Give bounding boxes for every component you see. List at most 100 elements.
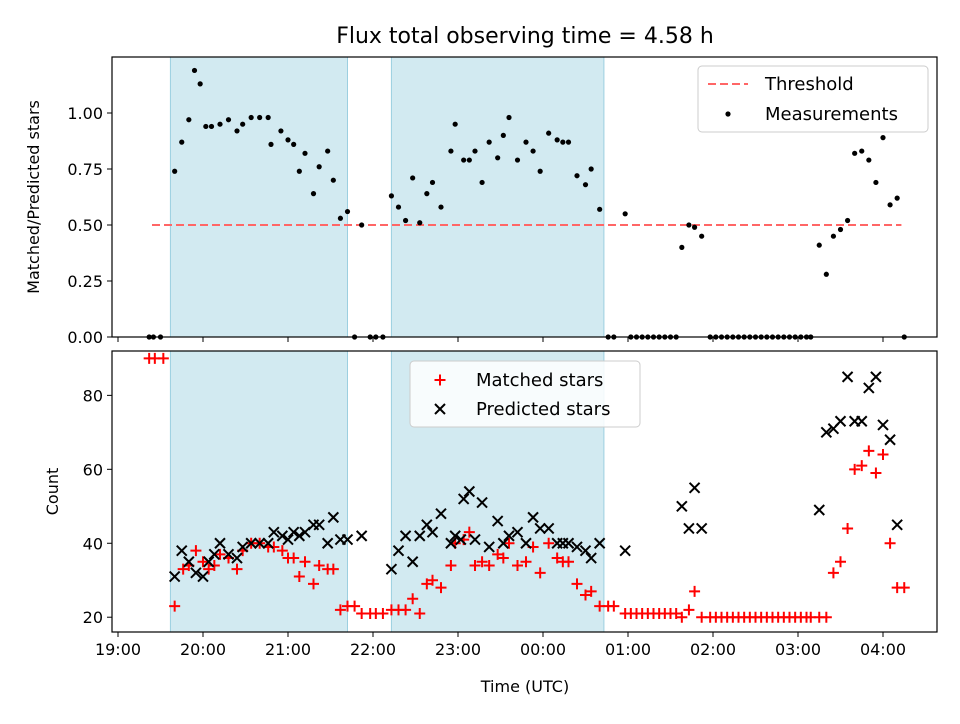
predicted-star-point (688, 482, 701, 494)
measurement-point (359, 222, 365, 228)
measurement-point (310, 191, 317, 197)
y-tick-label: 0.50 (67, 216, 103, 235)
measurement-point (597, 206, 603, 212)
matched-star-point (197, 556, 209, 568)
y-tick-label: 0.75 (67, 160, 103, 179)
count-panel: 20 40 60 80 19:00 20:00 21:00 22:00 23:00 00:00 01… (43, 350, 938, 659)
measurement-point (225, 117, 232, 123)
measurement-point (268, 141, 274, 147)
x-tick-label: 22:00 (350, 640, 396, 659)
measurement-point (830, 233, 837, 239)
measurement-point (873, 179, 879, 186)
matched-star-point (571, 578, 583, 590)
measurement-point (699, 233, 705, 239)
x-axis-label: Time (UTC) (480, 677, 569, 696)
predicted-star-point (884, 434, 896, 446)
measurement-point (880, 135, 886, 141)
matched-star-point (288, 552, 300, 564)
matched-star-point (349, 600, 361, 612)
measurement-point (537, 168, 543, 174)
observing-interval-band (169, 56, 348, 338)
matched-star-point (377, 608, 389, 620)
matched-star-point (177, 563, 189, 575)
measurement-point (565, 139, 572, 145)
predicted-star-point (236, 541, 249, 553)
legend-matched-label: Matched stars (476, 370, 603, 391)
y-tick-label: 80 (83, 386, 103, 405)
axes-frame (111, 56, 938, 338)
matched-star-point (520, 556, 532, 568)
matched-star-point (877, 449, 889, 461)
y-tick-label: 60 (83, 460, 103, 479)
matched-star-point (543, 537, 555, 549)
measurement-point (816, 242, 822, 248)
legend-matched-swatch (434, 374, 446, 386)
matched-star-point (299, 556, 311, 568)
measurement-point (344, 208, 351, 215)
predicted-star-point (421, 519, 433, 531)
measurement-point (622, 211, 628, 217)
measurement-point (686, 222, 692, 228)
measurement-point (208, 123, 215, 130)
predicted-star-point (176, 544, 188, 557)
matched-star-point (503, 537, 515, 549)
matched-star-point (190, 545, 202, 557)
measurement-point (452, 121, 458, 127)
predicted-star-point (426, 526, 439, 538)
measurement-point (691, 224, 698, 230)
measurement-point (514, 157, 521, 163)
measurement-point (574, 173, 580, 179)
predicted-star-point (313, 519, 325, 531)
measurement-point (248, 114, 254, 121)
predicted-star-point (676, 500, 688, 512)
legend-box (697, 65, 929, 133)
matched-star-point (483, 559, 495, 571)
predicted-star-point (327, 511, 340, 524)
matched-star-point (214, 548, 226, 560)
matched-star-point (435, 582, 447, 594)
predicted-star-point (168, 570, 181, 583)
matched-star-point (608, 600, 620, 612)
predicted-star-point (268, 526, 280, 538)
y-tick-label: 40 (83, 534, 103, 553)
matched-star-point (884, 537, 896, 549)
y-axis-label: Matched/Predicted stars (24, 100, 43, 294)
matched-star-point (407, 593, 419, 605)
legend-measurement-swatch (725, 111, 731, 117)
matched-star-point (293, 571, 305, 583)
matched-star-point (856, 460, 868, 472)
legend: Matched stars Predicted stars (409, 360, 641, 428)
observing-interval-band (390, 56, 605, 338)
predicted-star-point (820, 426, 833, 439)
predicted-star-point (190, 567, 202, 579)
measurement-point (197, 81, 203, 87)
predicted-star-point (355, 530, 368, 542)
matched-star-point (580, 589, 591, 601)
legend-threshold-label: Threshold (764, 74, 854, 95)
predicted-star-point (520, 537, 532, 549)
measurement-point (852, 150, 858, 156)
measurement-point (302, 150, 308, 156)
predicted-star-point (399, 530, 412, 542)
matched-star-point (208, 559, 220, 571)
observing-interval-band (169, 350, 348, 633)
measurement-point (461, 157, 467, 163)
measurement-point (337, 215, 344, 221)
matched-star-point (308, 578, 319, 590)
predicted-star-point (414, 530, 426, 542)
matched-star-point (689, 585, 701, 597)
x-tick-label: 20:00 (180, 640, 226, 659)
matched-star-point (421, 578, 433, 590)
measurement-point (278, 128, 284, 134)
predicted-star-point (435, 507, 447, 520)
y-tick-label: 20 (83, 608, 103, 627)
x-tick-label: 23:00 (435, 640, 481, 659)
predicted-star-point (469, 533, 481, 546)
predicted-star-point (445, 537, 457, 549)
predicted-star-point (579, 544, 592, 557)
x-tick-label: 01:00 (605, 640, 651, 659)
predicted-star-point (877, 419, 889, 431)
matched-star-point (512, 559, 523, 571)
matched-star-point (842, 522, 854, 534)
